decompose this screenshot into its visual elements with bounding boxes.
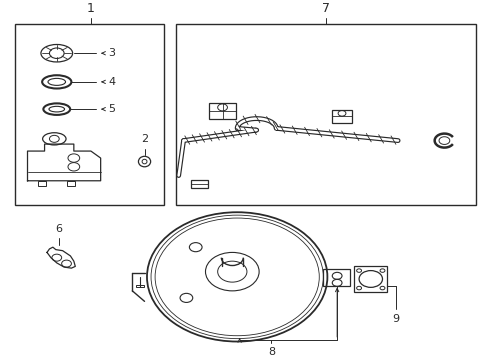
Text: 8: 8 <box>267 347 274 357</box>
Bar <box>38 181 46 186</box>
Text: 4: 4 <box>108 77 115 87</box>
Text: 1: 1 <box>87 2 95 15</box>
Text: 6: 6 <box>56 224 62 234</box>
Text: 3: 3 <box>108 48 115 58</box>
Text: 5: 5 <box>108 104 115 114</box>
Text: 9: 9 <box>391 314 398 324</box>
Bar <box>15 23 163 205</box>
Text: 2: 2 <box>141 134 148 144</box>
Text: 7: 7 <box>322 2 330 15</box>
Bar <box>136 285 143 287</box>
Bar <box>323 269 349 286</box>
Bar <box>176 23 475 205</box>
Bar <box>190 180 208 189</box>
Bar <box>208 103 236 118</box>
Bar <box>331 110 351 123</box>
Bar <box>353 266 386 292</box>
Bar <box>67 181 75 186</box>
